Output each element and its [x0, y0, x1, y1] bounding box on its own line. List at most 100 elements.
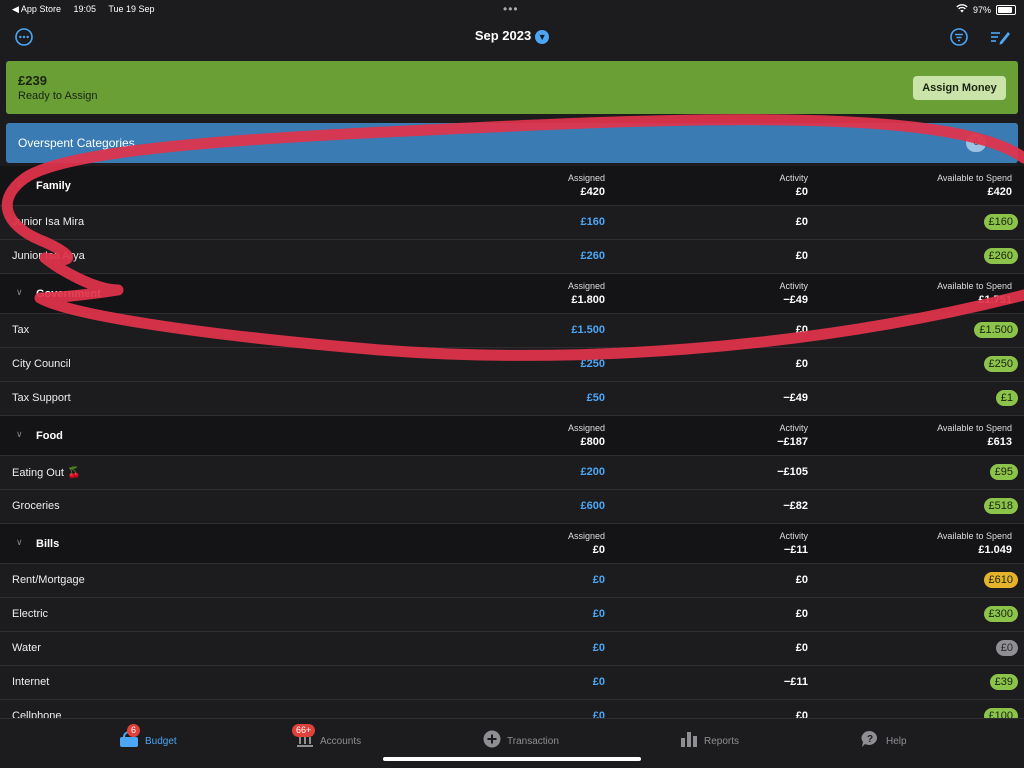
back-to-app-store[interactable]: ◀ App Store — [12, 4, 61, 14]
assign-money-button[interactable]: Assign Money — [913, 76, 1006, 100]
category-assigned[interactable]: £160 — [580, 216, 605, 228]
chevron-down-icon: ▼ — [535, 29, 550, 44]
available-column-label: Available to Spend — [937, 531, 1012, 541]
tab-accounts[interactable]: 66+ Accounts — [292, 724, 362, 755]
category-activity: −£11 — [783, 676, 808, 688]
wifi-icon — [956, 4, 968, 15]
available-pill[interactable]: £300 — [983, 606, 1018, 622]
filter-icon[interactable] — [949, 27, 969, 51]
ready-to-assign-amount: £239 — [18, 73, 47, 88]
group-assigned: £1.800 — [571, 294, 605, 306]
category-activity: £0 — [795, 608, 808, 620]
chevron-down-icon[interactable]: ∨ — [16, 537, 23, 547]
category-row[interactable]: Tax £1.500 £0 £1.500 — [0, 314, 1024, 348]
top-nav: Sep 2023 ▼ — [0, 18, 1024, 56]
category-assigned[interactable]: £600 — [580, 500, 605, 512]
category-assigned[interactable]: £1.500 — [571, 324, 605, 336]
activity-column-label: Activity — [779, 281, 808, 291]
available-column-label: Available to Spend — [937, 423, 1012, 433]
category-name: Junior Isa Mira — [12, 216, 85, 228]
tab-reports[interactable]: Reports — [680, 727, 739, 755]
category-assigned[interactable]: £0 — [592, 642, 605, 654]
tab-help-label: Help — [886, 735, 907, 747]
category-activity: £0 — [795, 642, 808, 654]
category-row[interactable]: Junior Isa Mira £160 £0 £160 — [0, 206, 1024, 240]
available-pill[interactable]: £610 — [983, 572, 1018, 588]
category-name: Eating Out 🍒 — [12, 467, 81, 479]
tab-help[interactable]: ? Help — [860, 727, 907, 755]
activity-column-label: Activity — [779, 173, 808, 183]
chevron-down-icon[interactable]: ∨ — [16, 179, 23, 189]
category-assigned[interactable]: £0 — [592, 574, 605, 586]
available-pill[interactable]: £0 — [995, 640, 1018, 656]
group-name: Bills — [36, 538, 60, 550]
ready-to-assign-banner: £239 Ready to Assign Assign Money — [6, 61, 1018, 114]
month-title: Sep 2023 — [474, 28, 532, 43]
group-row[interactable]: ∨ Government Assigned £1.800 Activity −£49 Ava… — [0, 274, 1024, 314]
overspent-categories-banner[interactable]: Overspent Categories 6 — [6, 123, 1018, 163]
overspent-count-badge: 6 — [966, 134, 986, 152]
multitasking-dots-icon[interactable]: ••• — [503, 2, 519, 16]
tab-budget[interactable]: 6 Budget — [119, 724, 177, 755]
group-assigned: £0 — [592, 544, 605, 556]
category-row[interactable]: Tax Support £50 −£49 £1 — [0, 382, 1024, 416]
group-activity: −£11 — [783, 544, 808, 556]
status-bar: ◀ App Store 19:05 Tue 19 Sep ••• 97% — [0, 0, 1024, 18]
category-name: Electric — [12, 608, 49, 620]
available-column-label: Available to Spend — [937, 173, 1012, 183]
group-name: Family — [36, 180, 71, 192]
category-activity: £0 — [795, 324, 808, 336]
more-options-icon[interactable] — [14, 27, 34, 51]
group-available: £1.049 — [978, 544, 1012, 556]
group-assigned: £420 — [580, 186, 605, 198]
category-name: Rent/Mortgage — [12, 574, 85, 586]
tab-transaction[interactable]: Transaction — [483, 727, 559, 755]
tab-transaction-label: Transaction — [507, 735, 559, 747]
group-assigned: £800 — [580, 436, 605, 448]
category-activity: £0 — [795, 250, 808, 262]
category-row[interactable]: Junior Isa Arya £260 £0 £260 — [0, 240, 1024, 274]
group-row[interactable]: ∨ Family Assigned £420 Activity £0 Available t… — [0, 166, 1024, 206]
category-row[interactable]: Water £0 £0 £0 — [0, 632, 1024, 666]
budget-category-list: ∨ Family Assigned £420 Activity £0 Available t… — [0, 166, 1024, 734]
category-row[interactable]: Groceries £600 −£82 £518 — [0, 490, 1024, 524]
category-assigned[interactable]: £0 — [592, 676, 605, 688]
group-activity: £0 — [795, 186, 808, 198]
available-pill[interactable]: £518 — [983, 498, 1018, 514]
category-activity: £0 — [795, 216, 808, 228]
bank-icon: 66+ — [292, 724, 316, 752]
category-name: City Council — [12, 358, 71, 370]
group-row[interactable]: ∨ Bills Assigned £0 Activity −£11 Available to… — [0, 524, 1024, 564]
tab-accounts-label: Accounts — [320, 735, 362, 747]
category-row[interactable]: City Council £250 £0 £250 — [0, 348, 1024, 382]
category-row[interactable]: Rent/Mortgage £0 £0 £610 — [0, 564, 1024, 598]
chevron-down-icon[interactable]: ∨ — [16, 287, 23, 297]
chevron-down-icon[interactable]: ∨ — [16, 429, 23, 439]
available-pill[interactable]: £260 — [983, 248, 1018, 264]
month-selector[interactable]: Sep 2023 ▼ — [0, 28, 1024, 44]
plus-circle-icon — [483, 730, 501, 752]
group-row[interactable]: ∨ Food Assigned £800 Activity −£187 Available … — [0, 416, 1024, 456]
category-assigned[interactable]: £0 — [592, 608, 605, 620]
available-pill[interactable]: £1 — [995, 390, 1018, 406]
category-activity: −£82 — [783, 500, 808, 512]
edit-list-icon[interactable] — [989, 27, 1011, 51]
category-assigned[interactable]: £50 — [586, 392, 605, 404]
category-assigned[interactable]: £200 — [580, 466, 605, 478]
category-activity: −£105 — [777, 466, 808, 478]
available-pill[interactable]: £39 — [989, 674, 1018, 690]
available-pill[interactable]: £1.500 — [974, 322, 1018, 338]
category-assigned[interactable]: £250 — [580, 358, 605, 370]
group-available: £1.751 — [978, 294, 1012, 306]
tab-budget-label: Budget — [145, 735, 177, 747]
category-row[interactable]: Internet £0 −£11 £39 — [0, 666, 1024, 700]
available-pill[interactable]: £160 — [983, 214, 1018, 230]
bar-chart-icon — [680, 730, 698, 752]
assigned-column-label: Assigned — [567, 173, 605, 183]
available-pill[interactable]: £250 — [983, 356, 1018, 372]
category-row[interactable]: Eating Out 🍒 £200 −£105 £95 — [0, 456, 1024, 490]
available-pill[interactable]: £95 — [989, 464, 1018, 480]
category-assigned[interactable]: £260 — [580, 250, 605, 262]
home-indicator — [383, 757, 641, 761]
category-row[interactable]: Electric £0 £0 £300 — [0, 598, 1024, 632]
